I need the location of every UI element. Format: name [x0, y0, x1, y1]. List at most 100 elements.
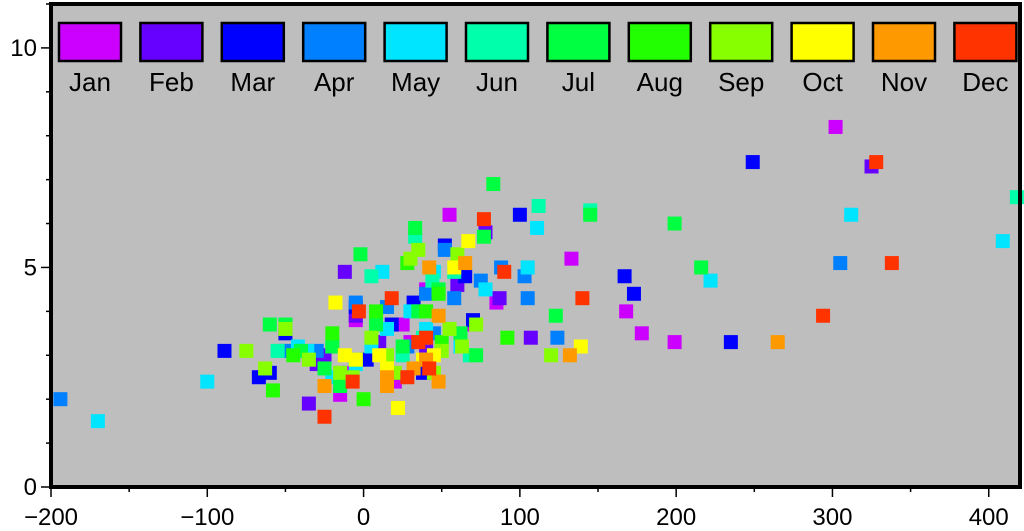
point-may: [478, 282, 493, 297]
point-feb: [301, 396, 316, 411]
point-sep: [364, 330, 379, 345]
point-apr: [53, 392, 68, 407]
y-tick-label: 0: [24, 474, 37, 501]
legend-swatch-mar: [220, 21, 286, 63]
point-nov: [431, 308, 446, 323]
x-axis: −200 −100 0 100 200 300 400: [24, 487, 1009, 531]
point-dec: [816, 308, 831, 323]
point-may: [995, 234, 1010, 249]
y-tick-label: 5: [24, 254, 37, 281]
legend-label-may: May: [391, 67, 440, 97]
point-mar: [723, 335, 738, 350]
point-dec: [419, 330, 434, 345]
point-may: [90, 414, 105, 429]
point-aug: [431, 286, 446, 301]
legend-swatch-oct: [790, 21, 855, 63]
legend-label-aug: Aug: [637, 67, 683, 97]
x-tick-label: 400: [969, 504, 1009, 531]
plot-frame: [49, 2, 1022, 489]
point-jul: [333, 379, 348, 394]
point-jul: [694, 260, 709, 275]
point-nov: [422, 260, 437, 275]
point-aug: [325, 326, 340, 341]
point-nov: [770, 335, 785, 350]
point-jan: [828, 119, 843, 134]
point-jul: [486, 177, 501, 192]
legend-swatch-may: [383, 21, 448, 63]
point-mar: [458, 269, 473, 284]
x-tick-label: 300: [812, 504, 852, 531]
point-dec: [351, 304, 366, 319]
point-jul: [325, 339, 340, 354]
legend-swatch-jun: [464, 21, 530, 63]
legend-swatch-apr: [301, 21, 367, 63]
point-jul: [469, 348, 484, 363]
point-jan: [395, 317, 410, 332]
point-jul: [395, 339, 410, 354]
point-dec: [497, 264, 512, 279]
point-nov: [562, 348, 577, 363]
point-may: [375, 264, 390, 279]
point-oct: [390, 400, 405, 415]
point-oct: [461, 234, 476, 249]
point-apr: [419, 286, 434, 301]
point-sep: [469, 317, 484, 332]
x-tick-label: −200: [24, 504, 78, 531]
point-dec: [884, 256, 899, 271]
point-apr: [520, 291, 535, 306]
point-apr: [550, 330, 565, 345]
point-oct: [348, 352, 363, 367]
point-sep: [278, 321, 293, 336]
point-jul: [548, 308, 563, 323]
point-jul: [476, 229, 491, 244]
legend-label-jan: Jan: [69, 67, 111, 97]
point-mar: [617, 269, 632, 284]
point-sep: [411, 242, 426, 257]
data-points: [53, 119, 1024, 429]
legend-label-mar: Mar: [230, 67, 275, 97]
legend-swatch-jan: [57, 21, 123, 63]
legend-swatch-dec: [953, 21, 1018, 63]
y-tick-label: 10: [10, 35, 37, 62]
point-oct: [372, 348, 387, 363]
point-may: [380, 321, 395, 336]
point-may: [844, 207, 859, 222]
point-jul: [369, 317, 384, 332]
point-jul: [262, 317, 277, 332]
legend-swatch-jul: [546, 21, 611, 63]
x-tick-label: −100: [180, 504, 234, 531]
point-may: [200, 374, 215, 389]
point-dec: [345, 374, 360, 389]
point-jan: [634, 326, 649, 341]
point-mar: [745, 155, 760, 170]
legend-label-oct: Oct: [802, 67, 843, 97]
point-mar: [626, 286, 641, 301]
point-dec: [384, 291, 399, 306]
point-jun: [364, 269, 379, 284]
point-may: [520, 260, 535, 275]
point-jan: [564, 251, 579, 266]
legend-label-dec: Dec: [962, 67, 1008, 97]
x-tick-label: 100: [500, 504, 540, 531]
legend: Jan Feb Mar Apr May Jun Jul Aug Sep Oct Nov Dec: [57, 21, 1018, 97]
point-aug: [500, 330, 515, 345]
point-mar: [359, 352, 374, 367]
point-sep: [455, 339, 470, 354]
point-nov: [431, 374, 446, 389]
point-nov: [317, 379, 332, 394]
point-aug: [419, 304, 434, 319]
legend-label-feb: Feb: [149, 67, 194, 97]
point-jun: [270, 343, 285, 358]
legend-label-jun: Jun: [476, 67, 518, 97]
point-dec: [317, 409, 332, 424]
point-sep: [442, 321, 457, 336]
legend-label-apr: Apr: [314, 67, 355, 97]
point-aug: [356, 392, 371, 407]
point-aug: [265, 383, 280, 398]
x-tick-label: 200: [656, 504, 696, 531]
point-dec: [422, 361, 437, 376]
legend-swatch-nov: [871, 21, 937, 63]
point-jan: [667, 335, 682, 350]
plot-background: [51, 4, 1020, 487]
